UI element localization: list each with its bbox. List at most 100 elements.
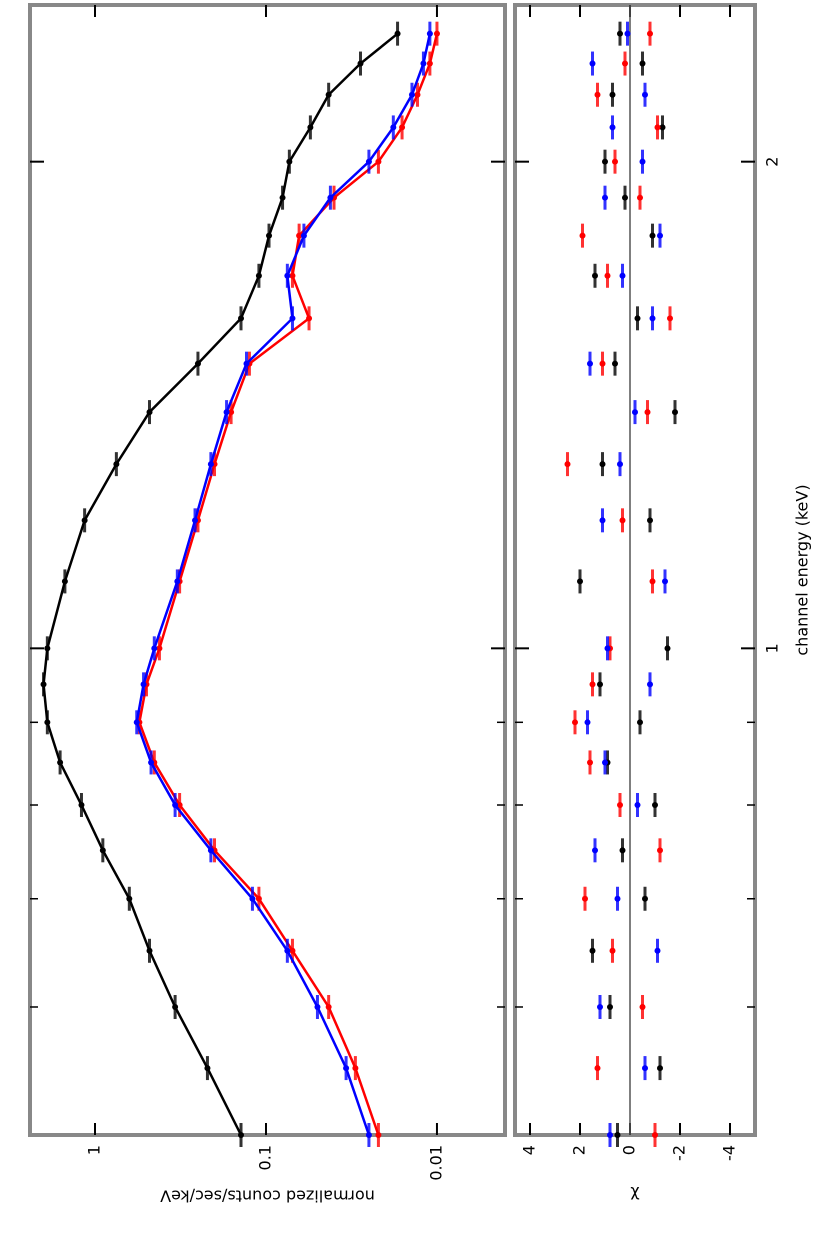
data-point bbox=[289, 272, 296, 279]
data-point bbox=[172, 1003, 179, 1010]
data-point bbox=[306, 315, 313, 322]
data-point bbox=[151, 645, 158, 652]
data-point bbox=[652, 1132, 658, 1138]
data-point bbox=[237, 1132, 244, 1138]
data-point bbox=[602, 759, 608, 766]
data-point bbox=[357, 60, 364, 67]
data-point bbox=[587, 759, 593, 766]
data-point bbox=[594, 91, 601, 98]
data-point bbox=[148, 759, 155, 766]
data-point bbox=[597, 681, 603, 688]
data-point bbox=[614, 1132, 621, 1138]
data-point bbox=[228, 409, 235, 416]
data-point bbox=[609, 91, 616, 98]
data-point bbox=[622, 194, 628, 201]
data-point bbox=[375, 158, 382, 165]
data-point bbox=[592, 847, 598, 854]
y-tick-label: -2 bbox=[670, 1145, 689, 1161]
data-point bbox=[314, 1003, 321, 1010]
data-point bbox=[644, 409, 651, 416]
data-point bbox=[609, 124, 616, 131]
data-point bbox=[589, 947, 596, 954]
data-point bbox=[622, 60, 628, 67]
model-line bbox=[42, 32, 399, 1136]
data-point bbox=[612, 360, 618, 367]
data-point bbox=[637, 719, 643, 726]
data-point bbox=[564, 461, 571, 468]
data-point bbox=[223, 409, 230, 416]
data-point bbox=[255, 895, 262, 902]
data-point bbox=[140, 681, 147, 688]
data-point bbox=[637, 194, 643, 201]
y-axis-label: normalized counts/sec/keV bbox=[160, 1187, 375, 1206]
data-point bbox=[617, 461, 623, 468]
data-point bbox=[286, 158, 293, 165]
data-point bbox=[587, 360, 593, 367]
data-point bbox=[255, 272, 262, 279]
data-point bbox=[657, 1065, 663, 1072]
data-point bbox=[289, 947, 296, 954]
data-point bbox=[599, 461, 606, 468]
data-point bbox=[433, 30, 440, 37]
data-point bbox=[604, 272, 611, 279]
data-point bbox=[672, 409, 678, 416]
data-point bbox=[307, 124, 314, 131]
data-point bbox=[176, 802, 183, 809]
data-point bbox=[647, 517, 653, 524]
data-point bbox=[414, 91, 421, 98]
data-point bbox=[57, 759, 64, 766]
panel-frame bbox=[28, 3, 507, 1137]
data-point bbox=[279, 194, 286, 201]
data-point bbox=[194, 360, 201, 367]
y-tick-label: 0.1 bbox=[255, 1145, 274, 1170]
data-point bbox=[647, 681, 653, 688]
data-point bbox=[192, 517, 199, 524]
data-point bbox=[78, 802, 85, 809]
y-tick-label: 4 bbox=[520, 1145, 539, 1155]
data-point bbox=[300, 232, 307, 239]
data-point bbox=[659, 124, 666, 131]
data-point bbox=[642, 895, 648, 902]
data-point bbox=[156, 645, 163, 652]
data-point bbox=[632, 409, 638, 416]
data-point bbox=[604, 645, 611, 652]
data-point bbox=[572, 719, 578, 726]
data-point bbox=[249, 895, 256, 902]
x-axis-label: channel energy (keV) bbox=[793, 484, 812, 655]
data-point bbox=[408, 91, 415, 98]
y-tick-label: 2 bbox=[570, 1145, 589, 1155]
data-point bbox=[172, 802, 179, 809]
data-point bbox=[649, 315, 656, 322]
data-point bbox=[667, 315, 673, 322]
data-point bbox=[639, 60, 646, 67]
data-point bbox=[602, 158, 608, 165]
data-point bbox=[113, 461, 120, 468]
data-point bbox=[44, 645, 51, 652]
data-point bbox=[662, 578, 668, 585]
data-point bbox=[44, 719, 51, 726]
data-point bbox=[602, 194, 608, 201]
data-point bbox=[612, 158, 618, 165]
data-point bbox=[619, 847, 626, 854]
data-point bbox=[607, 1132, 613, 1138]
data-point bbox=[589, 60, 596, 67]
data-point bbox=[399, 124, 406, 131]
data-point bbox=[614, 895, 621, 902]
data-point bbox=[146, 947, 153, 954]
data-point bbox=[642, 1065, 648, 1072]
model-line bbox=[138, 33, 439, 1136]
data-point bbox=[649, 232, 656, 239]
data-point bbox=[365, 158, 372, 165]
data-point bbox=[652, 802, 658, 809]
x-tick-label: 1 bbox=[763, 643, 782, 653]
data-point bbox=[394, 30, 401, 37]
data-point bbox=[133, 719, 140, 726]
data-point bbox=[634, 315, 641, 322]
data-point bbox=[599, 360, 606, 367]
data-point bbox=[647, 30, 653, 37]
y-tick-label: 1 bbox=[85, 1145, 104, 1155]
data-point bbox=[61, 578, 68, 585]
data-point bbox=[594, 1065, 601, 1072]
data-point bbox=[579, 232, 586, 239]
